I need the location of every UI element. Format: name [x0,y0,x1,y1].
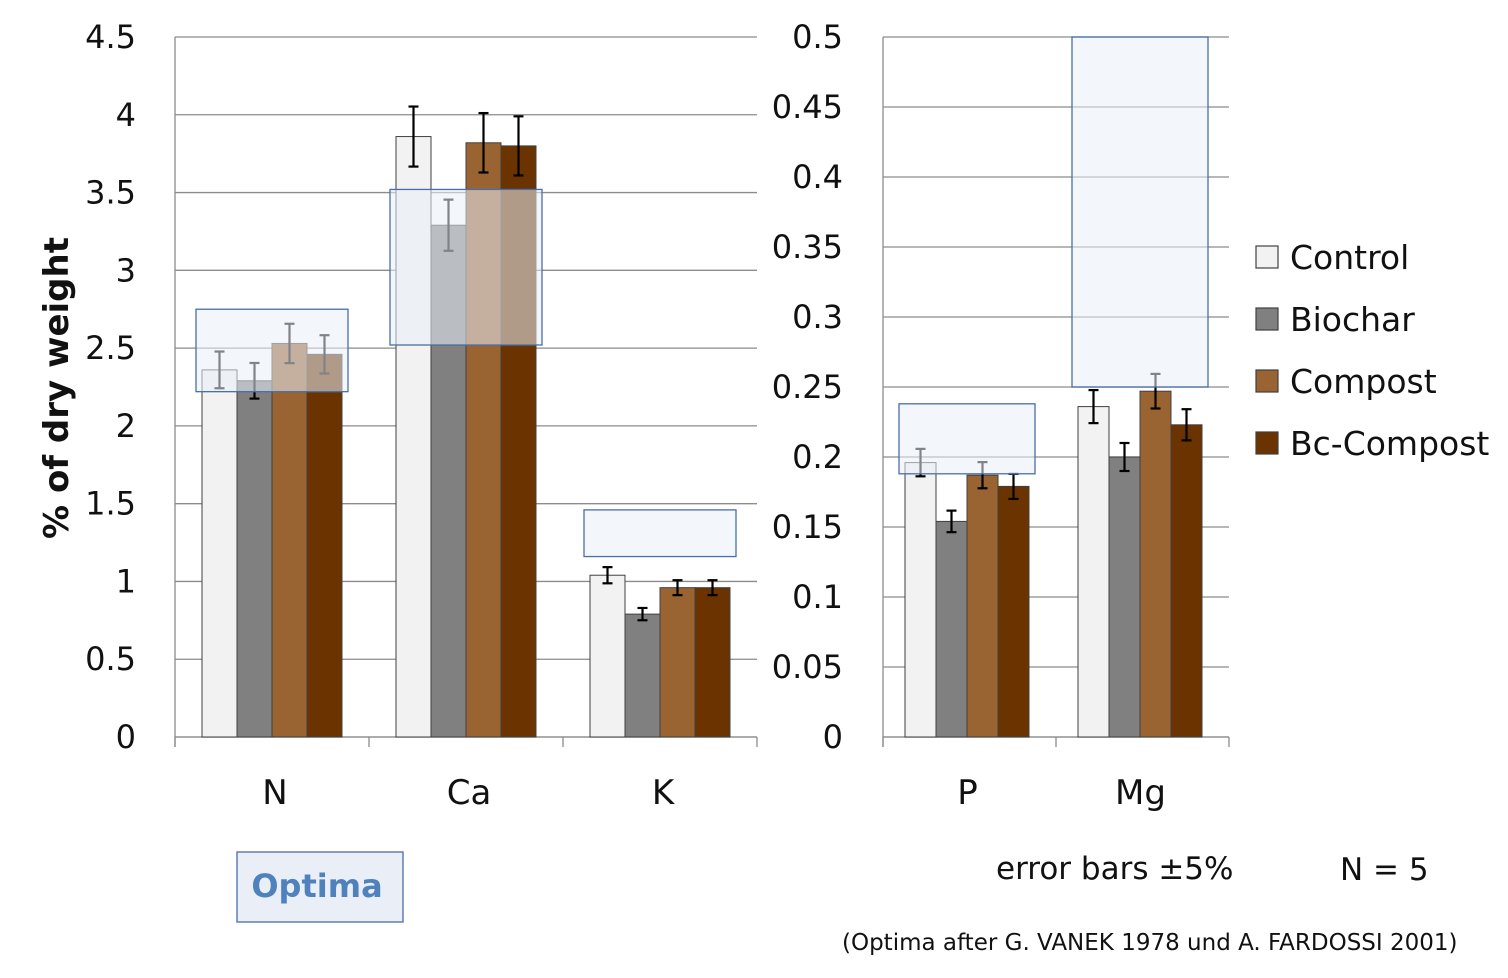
y-tick-label: 0.5 [792,18,843,56]
optima-range-mg [1071,36,1209,388]
panel-left: 0 0.5 1 1.5 2 2.5 3 3.5 4 4.5 N Ca K % of dry weight [37,18,758,813]
y-tick-label: 0 [823,718,843,756]
y-tick-label: 0.35 [772,228,843,266]
category-label-n: N [262,773,287,813]
y-tick-label: 4 [116,96,136,134]
y-tick-label: 0.1 [792,578,843,616]
bar-biochar-k [624,613,661,738]
legend-label: Bc-Compost [1290,424,1489,463]
bar-bc-compost-n [306,353,343,738]
legend-label: Biochar [1290,300,1415,339]
bar-biochar-mg [1108,456,1141,738]
optima-label: Optima [251,867,382,905]
y-tick-label: 0.3 [792,298,843,336]
legend: Control Biochar Compost Bc-Compost [1255,238,1489,463]
bar-bc-compost-mg [1170,424,1203,738]
legend-swatch-bc-compost [1255,431,1279,455]
y-tick-label: 0.45 [772,88,843,126]
y-axis-title: % of dry weight [37,237,77,539]
bar-control-k [589,574,626,738]
category-label-mg: Mg [1115,773,1166,813]
optima-range-p [898,403,1036,475]
y-tick-label: 0 [116,718,136,756]
n-note: N = 5 [1340,852,1429,888]
y-tick-label: 0.25 [772,368,843,406]
optima-range-ca [389,188,543,346]
y-tick-label: 0.4 [792,158,843,196]
y-tick-label: 0.05 [772,648,843,686]
bar-compost-n [271,342,308,738]
y-tick-label: 3 [116,251,136,289]
y-tick-label: 2 [116,407,136,445]
bar-compost-p [966,474,999,738]
optima-legend-box [236,851,404,923]
panel-right: 0 0.05 0.1 0.15 0.2 0.25 0.3 0.35 0.4 0.45 0.5 P Mg [772,18,1230,813]
category-label-k: K [652,773,676,813]
legend-swatch-control [1255,245,1279,269]
bar-bc-compost-p [997,485,1030,738]
legend-label: Control [1290,238,1409,277]
y-tick-label: 1.5 [85,485,136,523]
y-tick-label: 0.5 [85,640,136,678]
y-tick-label: 0.2 [792,438,843,476]
bar-compost-mg [1139,390,1172,738]
legend-swatch-biochar [1255,307,1279,331]
bar-biochar-n [236,380,273,738]
error-bars-note: error bars ±5% [996,851,1233,887]
bar-compost-k [659,587,696,738]
optima-range-n [195,308,349,393]
y-tick-label: 4.5 [85,18,136,56]
y-tick-label: 0.15 [772,508,843,546]
bar-control-mg [1077,406,1110,738]
bar-control-p [904,462,937,738]
bar-control-n [201,369,238,738]
category-label-p: P [957,773,978,813]
source-note: (Optima after G. VANEK 1978 und A. FARDO… [842,930,1458,956]
legend-swatch-compost [1255,369,1279,393]
y-tick-label: 3.5 [85,174,136,212]
category-label-ca: Ca [447,773,492,813]
y-tick-label: 2.5 [85,329,136,367]
y-tick-label: 1 [116,562,136,600]
legend-label: Compost [1290,362,1437,401]
bar-bc-compost-k [694,587,731,738]
optima-range-k [583,509,737,558]
bar-biochar-p [935,520,968,738]
